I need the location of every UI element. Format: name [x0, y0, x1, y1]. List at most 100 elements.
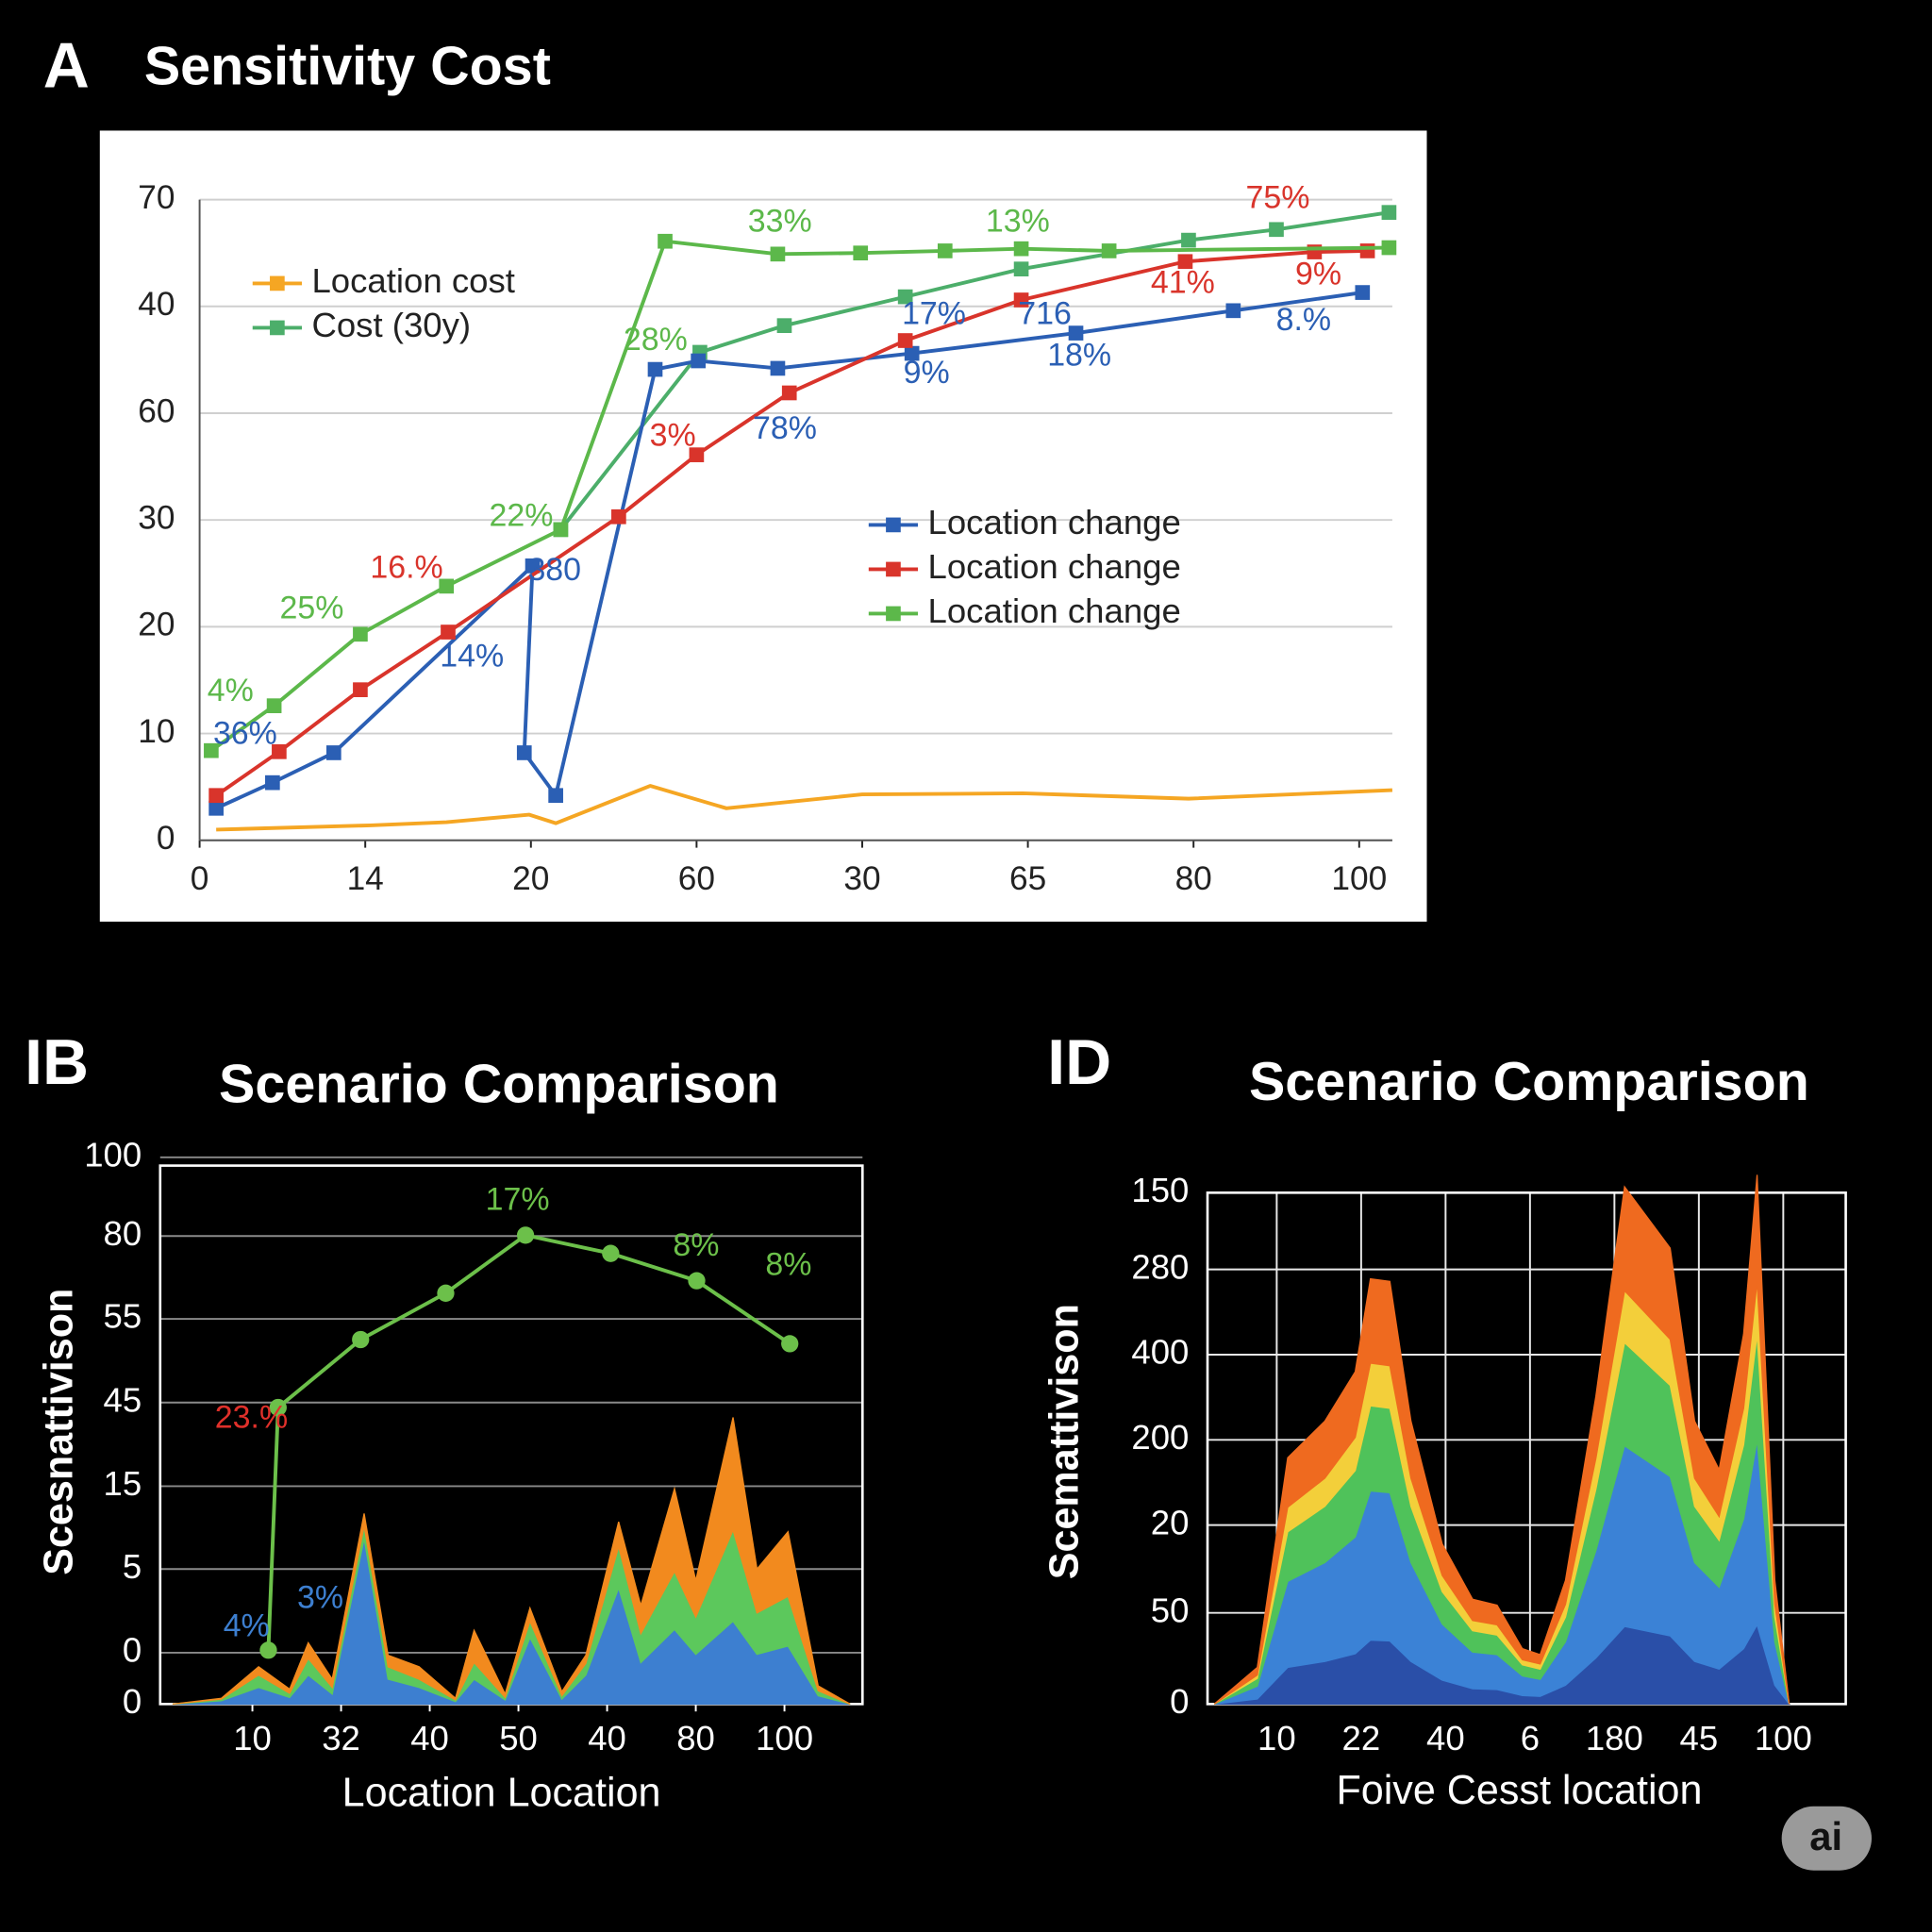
- marker: [1355, 285, 1371, 300]
- annotation: 14%: [440, 638, 504, 674]
- panel-label: A: [43, 30, 90, 101]
- annotation: 3%: [297, 1579, 343, 1615]
- marker: [1177, 254, 1193, 270]
- marker: [208, 788, 224, 804]
- marker: [937, 243, 953, 258]
- marker: [437, 1284, 455, 1302]
- marker: [1381, 240, 1397, 256]
- marker: [781, 385, 797, 401]
- y-tick-label: 45: [104, 1380, 142, 1419]
- annotation: 4%: [208, 673, 254, 708]
- x-tick-label: 20: [512, 860, 549, 897]
- y-tick-label: 20: [138, 607, 175, 643]
- annotation: 18%: [1047, 338, 1111, 374]
- series-area: [1213, 1174, 1790, 1705]
- marker: [897, 333, 913, 348]
- y-axis-label: Scesnattivison: [37, 1289, 82, 1575]
- y-tick-label: 50: [1151, 1591, 1190, 1629]
- y-tick-label: 150: [1131, 1171, 1189, 1209]
- legend-label: Location change: [928, 547, 1181, 586]
- annotation: 22%: [490, 498, 554, 534]
- marker: [325, 745, 341, 760]
- y-tick-label: 100: [84, 1135, 142, 1174]
- y-tick-label: 40: [138, 286, 175, 323]
- series-line: [266, 1233, 791, 1651]
- annotation: 9%: [1295, 257, 1341, 292]
- x-tick-label: 10: [233, 1719, 272, 1757]
- marker: [1013, 292, 1029, 308]
- legend-marker: [270, 275, 285, 291]
- y-tick-label: 20: [1151, 1503, 1190, 1541]
- marker: [770, 360, 786, 376]
- marker: [272, 743, 287, 759]
- series-line: [558, 210, 1390, 531]
- x-tick-label: 100: [1331, 860, 1387, 897]
- legend-label: Cost (30y): [311, 306, 471, 344]
- marker: [776, 318, 792, 334]
- annotation: 33%: [748, 203, 812, 239]
- annotation: 78%: [753, 410, 817, 446]
- annotation: 9%: [904, 355, 950, 391]
- marker: [853, 245, 869, 261]
- y-tick-label: 5: [123, 1547, 142, 1586]
- marker: [548, 788, 563, 804]
- marker: [353, 626, 368, 642]
- marker: [781, 1335, 799, 1353]
- annotation: 75%: [1245, 180, 1309, 216]
- marker: [647, 361, 663, 377]
- marker: [658, 233, 673, 249]
- annotation: 8%: [673, 1227, 719, 1263]
- y-tick-label: 200: [1131, 1418, 1189, 1457]
- marker: [516, 745, 532, 760]
- marker: [611, 508, 626, 525]
- annotation: 41%: [1151, 265, 1215, 301]
- marker: [689, 447, 705, 462]
- annotation: 28%: [624, 322, 688, 358]
- marker: [208, 800, 224, 816]
- y-tick-label: 0: [157, 820, 175, 857]
- annotation: 23.%: [215, 1400, 288, 1436]
- x-tick-label: 14: [347, 860, 384, 897]
- chart-title: Scenario Comparison: [219, 1054, 779, 1114]
- annotation: 25%: [279, 590, 343, 625]
- marker: [1381, 205, 1397, 221]
- x-tick-label: 32: [322, 1719, 360, 1757]
- annotation: 36%: [213, 716, 277, 752]
- marker: [1101, 243, 1117, 258]
- annotation: 16.%: [370, 549, 442, 585]
- x-tick-label: 40: [588, 1719, 626, 1757]
- marker: [897, 289, 913, 305]
- y-tick-label: 10: [138, 713, 175, 750]
- y-tick-label: 70: [138, 179, 175, 216]
- y-tick-label: 55: [104, 1297, 142, 1336]
- x-tick-label: 65: [1009, 860, 1046, 897]
- y-tick-label: 0: [123, 1631, 142, 1670]
- x-tick-label: 80: [676, 1719, 715, 1757]
- x-tick-label: 0: [191, 860, 209, 897]
- legend-marker: [886, 606, 901, 622]
- x-tick-label: 45: [1680, 1719, 1719, 1757]
- x-tick-label: 10: [1257, 1719, 1296, 1757]
- marker: [204, 742, 219, 758]
- annotation: 13%: [986, 203, 1050, 239]
- x-tick-label: 100: [1755, 1719, 1812, 1757]
- marker: [1225, 303, 1241, 319]
- y-tick-label: 15: [104, 1464, 142, 1503]
- marker: [516, 1226, 535, 1244]
- marker: [352, 1330, 370, 1349]
- x-tick-label: 30: [843, 860, 880, 897]
- marker: [904, 345, 920, 361]
- chart-title: Sensitivity Cost: [144, 37, 551, 97]
- legend-label: Location cost: [311, 261, 514, 300]
- x-tick-label: 40: [410, 1719, 449, 1757]
- series-line: [209, 239, 1390, 753]
- marker: [1068, 325, 1084, 341]
- annotation: 17%: [902, 295, 966, 331]
- marker: [269, 1398, 287, 1417]
- series-line: [215, 248, 1368, 797]
- plot-background: [99, 130, 1427, 922]
- x-tick-label: 40: [1426, 1719, 1465, 1757]
- marker: [525, 558, 541, 574]
- x-tick-label: 22: [1342, 1719, 1381, 1757]
